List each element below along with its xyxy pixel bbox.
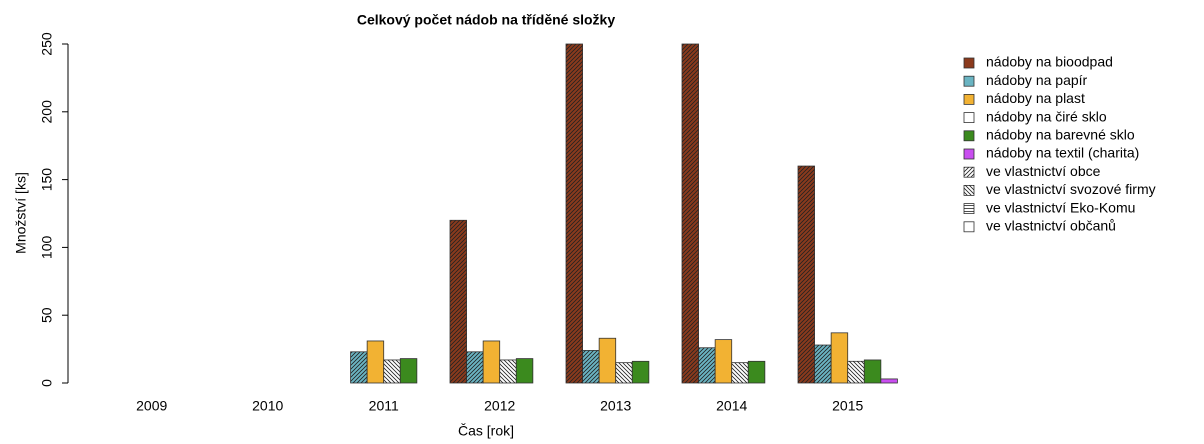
legend-label: nádoby na bioodpad bbox=[986, 54, 1113, 70]
bar bbox=[880, 378, 898, 384]
legend-label: nádoby na plast bbox=[986, 90, 1085, 106]
x-tick-label: 2013 bbox=[600, 398, 631, 414]
y-tick-label: 50 bbox=[39, 307, 55, 323]
legend-swatch bbox=[963, 57, 975, 69]
y-tick-label: 0 bbox=[39, 379, 55, 387]
bar bbox=[747, 360, 766, 384]
bar bbox=[863, 359, 882, 384]
bar bbox=[482, 340, 501, 384]
legend-hatch bbox=[964, 185, 974, 196]
legend-swatch bbox=[963, 112, 975, 123]
bar-hatch bbox=[499, 359, 517, 383]
bar-hatch bbox=[814, 345, 832, 383]
bar bbox=[714, 339, 733, 384]
legend-swatch bbox=[963, 221, 975, 233]
legend-label: ve vlastnictví obce bbox=[986, 163, 1101, 179]
bar-hatch bbox=[698, 347, 716, 383]
legend-label: nádoby na papír bbox=[986, 72, 1088, 88]
bar bbox=[515, 358, 534, 384]
bar-hatch bbox=[450, 220, 467, 383]
bar-hatch bbox=[798, 166, 815, 383]
bar bbox=[399, 358, 418, 384]
legend-label: nádoby na barevné sklo bbox=[986, 127, 1135, 143]
bar-hatch bbox=[582, 350, 600, 383]
legend-label: nádoby na čiré sklo bbox=[986, 108, 1107, 124]
legend-swatch bbox=[963, 148, 975, 160]
y-tick-label: 100 bbox=[39, 236, 55, 260]
legend-label: ve vlastnictví svozové firmy bbox=[986, 181, 1156, 197]
x-axis-label: Čas [rok] bbox=[458, 423, 514, 439]
legend-label: ve vlastnictví Eko-Komu bbox=[986, 199, 1135, 215]
bar bbox=[598, 337, 617, 384]
x-tick-label: 2009 bbox=[136, 398, 167, 414]
legend-hatch bbox=[964, 203, 974, 214]
bar-hatch bbox=[615, 362, 633, 383]
bar-hatch bbox=[731, 362, 749, 383]
y-tick-label: 250 bbox=[39, 32, 55, 56]
legend-swatch bbox=[963, 130, 975, 142]
bar bbox=[830, 332, 849, 384]
x-tick-label: 2012 bbox=[484, 398, 515, 414]
bar-hatch bbox=[847, 361, 865, 383]
y-tick-label: 200 bbox=[39, 100, 55, 124]
x-tick-label: 2014 bbox=[716, 398, 747, 414]
y-tick-label: 150 bbox=[39, 168, 55, 192]
bar-hatch bbox=[350, 351, 368, 383]
legend-hatch bbox=[964, 167, 974, 178]
bar-hatch bbox=[383, 359, 401, 383]
x-tick-label: 2011 bbox=[369, 398, 399, 414]
bar bbox=[366, 340, 385, 384]
bar bbox=[631, 360, 650, 384]
x-tick-label: 2015 bbox=[832, 398, 863, 414]
y-axis-label: Množství [ks] bbox=[13, 172, 29, 254]
bar-hatch bbox=[566, 44, 583, 383]
chart-title: Celkový počet nádob na tříděné složky bbox=[357, 12, 616, 28]
legend-label: ve vlastnictví občanů bbox=[986, 218, 1116, 234]
bar-hatch bbox=[466, 351, 484, 383]
bar-hatch bbox=[682, 44, 699, 383]
legend-label: nádoby na textil (charita) bbox=[986, 145, 1139, 161]
legend-swatch bbox=[963, 75, 975, 87]
x-tick-label: 2010 bbox=[252, 398, 283, 414]
legend-swatch bbox=[963, 94, 975, 105]
